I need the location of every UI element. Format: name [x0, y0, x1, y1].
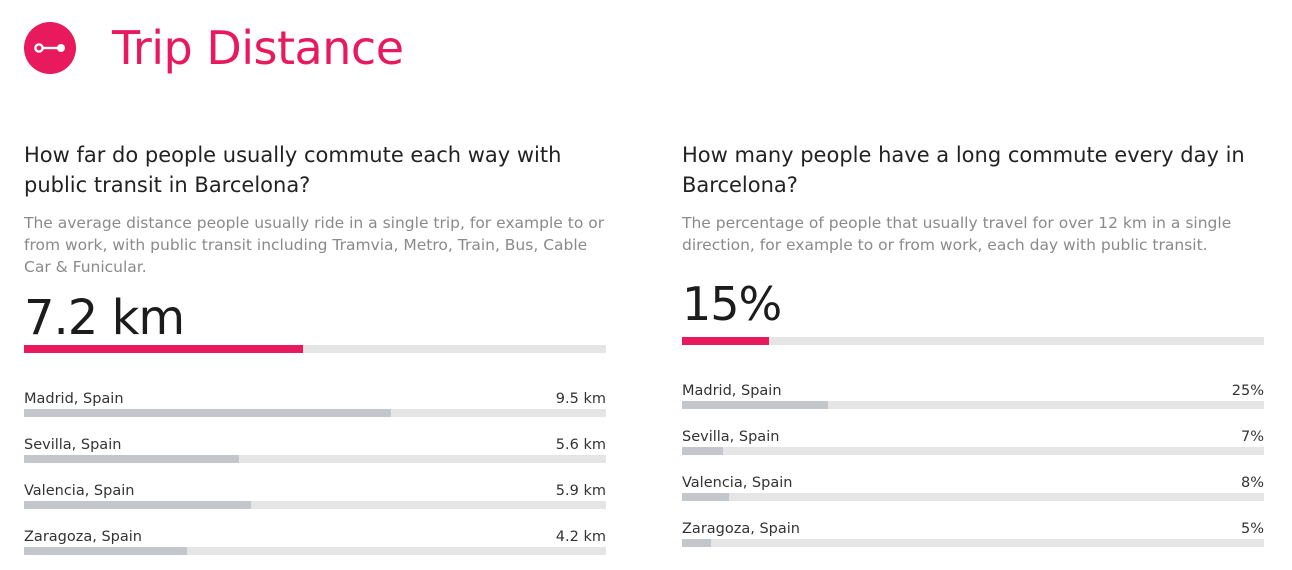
comparison-bar-fill: [24, 501, 251, 509]
comparison-value: 25%: [1231, 383, 1264, 399]
comparison-bar-fill: [682, 447, 723, 455]
comparison-city-label: Zaragoza, Spain: [682, 521, 800, 537]
comparison-city-label: Sevilla, Spain: [682, 429, 780, 445]
comparison-city-label: Sevilla, Spain: [24, 437, 122, 453]
comparison-row-header: Zaragoza, Spain 5%: [682, 517, 1264, 537]
comparison-bar: [24, 547, 606, 555]
comparison-value: 5.6 km: [555, 437, 606, 453]
comparison-bar: [682, 539, 1264, 547]
comparison-bar-fill: [682, 493, 729, 501]
comparison-bar-fill: [682, 539, 712, 547]
headline-bar-fill: [682, 337, 770, 345]
comparison-bar: [682, 493, 1264, 501]
comparison-city-label: Valencia, Spain: [24, 483, 135, 499]
headline-bar-fill: [24, 345, 304, 353]
comparison-bar-fill: [682, 401, 828, 409]
route-icon: [24, 22, 76, 74]
headline-bar: [24, 345, 606, 353]
comparison-value: 9.5 km: [555, 391, 606, 407]
comparison-value: 8%: [1240, 475, 1264, 491]
headline-value: 15%: [682, 277, 782, 331]
panel-question: How far do people usually commute each w…: [24, 143, 562, 197]
comparison-row-header: Valencia, Spain 8%: [682, 471, 1264, 491]
comparison-row: Madrid, Spain 9.5 km: [24, 387, 606, 417]
comparison-bar-fill: [24, 547, 187, 555]
panel-question: How many people have a long commute ever…: [682, 143, 1245, 197]
average-distance-panel: How far do people usually commute each w…: [24, 140, 606, 555]
comparison-row: Zaragoza, Spain 4.2 km: [24, 525, 606, 555]
comparison-value: 5.9 km: [555, 483, 606, 499]
comparison-bar: [24, 501, 606, 509]
comparison-row-header: Sevilla, Spain 7%: [682, 425, 1264, 445]
comparison-row: Sevilla, Spain 7%: [682, 425, 1264, 455]
comparison-row-header: Madrid, Spain 9.5 km: [24, 387, 606, 407]
panel-description: The percentage of people that usually tr…: [682, 214, 1232, 254]
comparison-city-label: Zaragoza, Spain: [24, 529, 142, 545]
comparison-row-header: Madrid, Spain 25%: [682, 379, 1264, 399]
comparison-value: 5%: [1240, 521, 1264, 537]
comparison-row: Valencia, Spain 8%: [682, 471, 1264, 501]
page-title: Trip Distance: [112, 21, 404, 75]
comparison-bar-fill: [24, 409, 391, 417]
comparison-bar: [24, 455, 606, 463]
comparison-row-header: Valencia, Spain 5.9 km: [24, 479, 606, 499]
comparison-bar: [24, 409, 606, 417]
page-header: Trip Distance: [24, 22, 404, 74]
comparison-city-label: Madrid, Spain: [682, 383, 782, 399]
comparison-row-header: Zaragoza, Spain 4.2 km: [24, 525, 606, 545]
comparison-row: Madrid, Spain 25%: [682, 379, 1264, 409]
long-commute-panel: How many people have a long commute ever…: [682, 140, 1264, 547]
headline-value: 7.2 km: [24, 290, 185, 346]
panel-description: The average distance people usually ride…: [24, 214, 605, 276]
comparison-row: Zaragoza, Spain 5%: [682, 517, 1264, 547]
comparison-city-label: Valencia, Spain: [682, 475, 793, 491]
headline-bar: [682, 337, 1264, 345]
comparison-row: Sevilla, Spain 5.6 km: [24, 433, 606, 463]
comparison-bar-fill: [24, 455, 240, 463]
route-icon-glyph: [34, 43, 65, 53]
comparison-bar: [682, 447, 1264, 455]
comparison-value: 7%: [1240, 429, 1264, 445]
comparison-bar: [682, 401, 1264, 409]
comparison-value: 4.2 km: [555, 529, 606, 545]
comparison-row-header: Sevilla, Spain 5.6 km: [24, 433, 606, 453]
comparison-row: Valencia, Spain 5.9 km: [24, 479, 606, 509]
comparison-city-label: Madrid, Spain: [24, 391, 124, 407]
